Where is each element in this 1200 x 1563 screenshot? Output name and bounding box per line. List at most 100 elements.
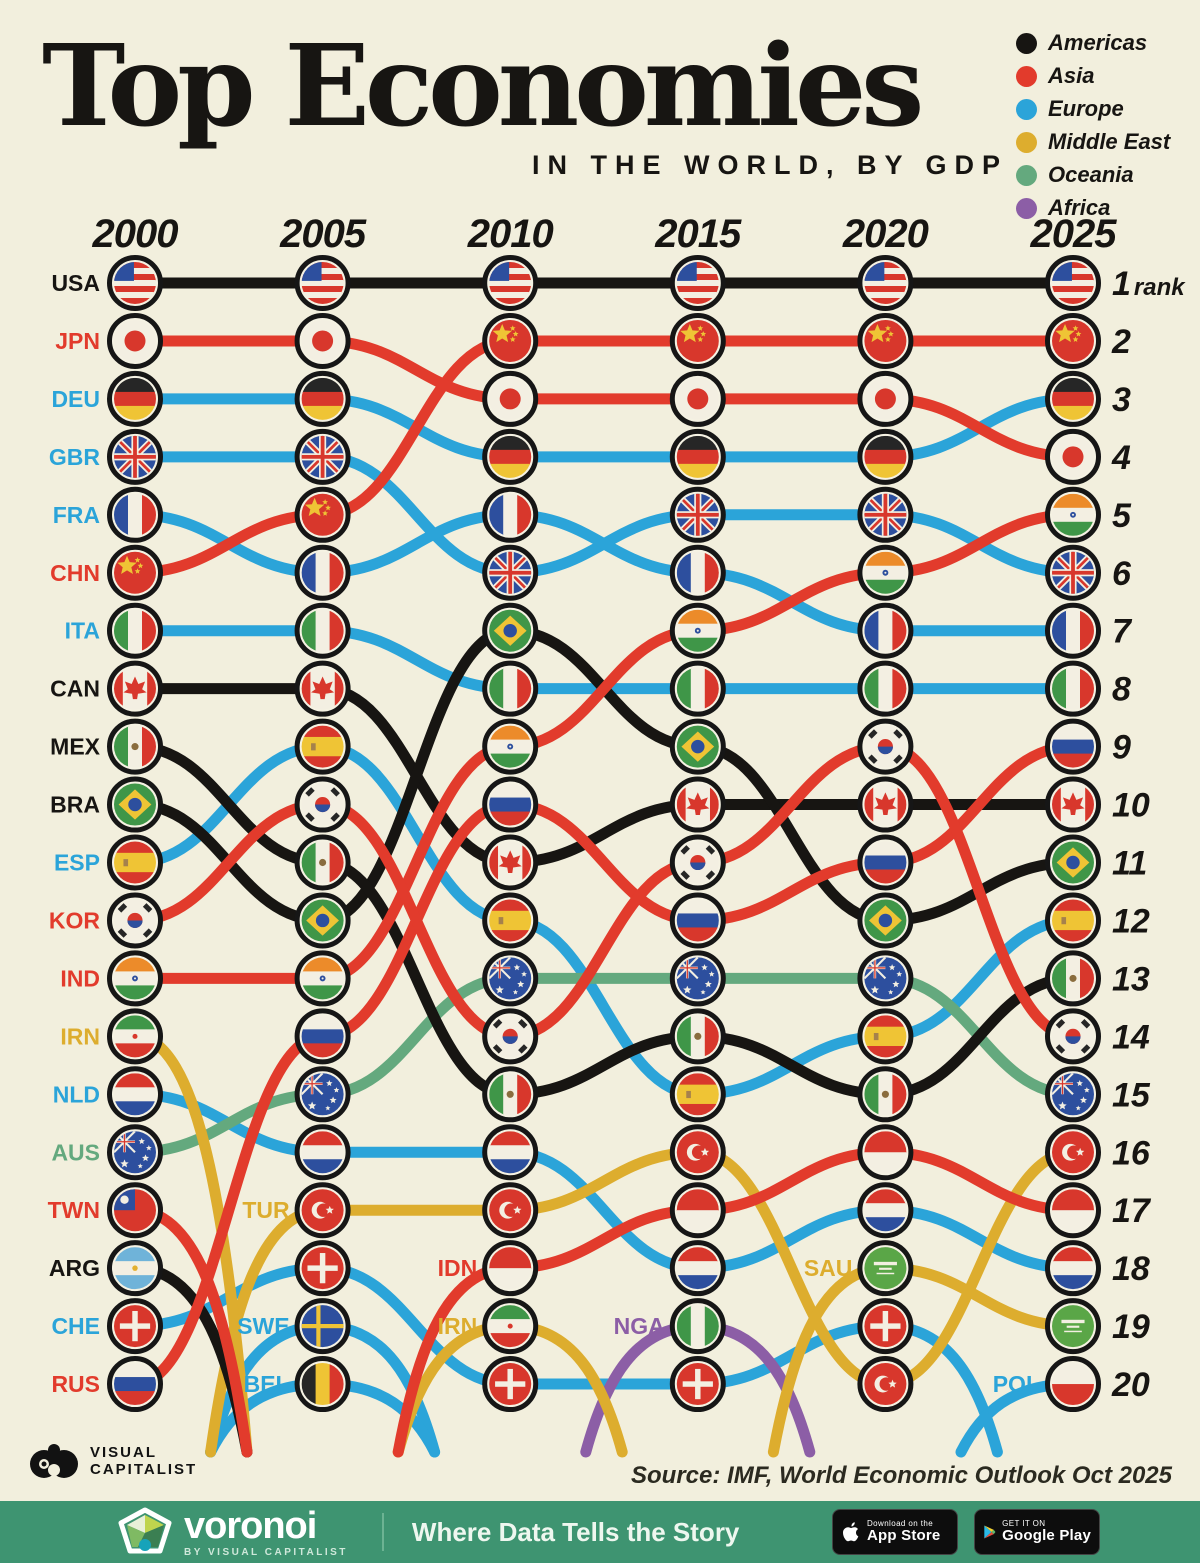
flag-node-MEX-2000 [107, 718, 163, 775]
flag-node-POL-2025 [1045, 1356, 1101, 1413]
MEX-flag-icon [676, 1015, 719, 1058]
rank-label-11: 11 [1112, 845, 1147, 883]
google-play-icon [984, 1525, 996, 1539]
footer-bar: voronoi BY VISUAL CAPITALIST Where Data … [0, 1501, 1200, 1563]
legend-dot-icon [1016, 65, 1037, 87]
flag-node-IND-2015 [669, 602, 726, 659]
CHN-flag-icon [489, 319, 532, 362]
RUS-flag-icon [114, 1363, 156, 1406]
country-label-CHE: CHE [51, 1313, 100, 1339]
flag-node-BRA-2010 [482, 602, 539, 659]
NLD-flag-icon [1052, 1247, 1094, 1290]
rank-label-6: 6 [1112, 555, 1132, 593]
legend-label: Asia [1048, 63, 1095, 88]
IRN-flag-icon [114, 1015, 156, 1058]
flag-node-ITA-2025 [1045, 660, 1101, 717]
voronoi-logo: voronoi BY VISUAL CAPITALIST [118, 1507, 348, 1558]
flag-node-ESP-2000 [107, 834, 163, 891]
DEU-flag-icon [301, 377, 344, 420]
page-title: Top Economies [42, 21, 924, 152]
CAN-flag-icon [114, 667, 156, 710]
flag-node-KOR-2020 [857, 718, 914, 775]
DEU-flag-icon [676, 435, 719, 478]
CHN-flag-icon [1052, 319, 1094, 362]
CAN-flag-icon [676, 783, 719, 826]
FRA-flag-icon [489, 493, 532, 536]
GBR-flag-icon [676, 493, 719, 536]
country-label-ESP: ESP [54, 850, 100, 876]
bump-line-IDN [504, 1146, 1079, 1274]
flag-node-JPN-2020 [857, 370, 914, 427]
flag-node-DEU-2010 [482, 428, 539, 485]
KOR-flag-icon [676, 841, 719, 884]
flag-node-DEU-2000 [107, 370, 163, 427]
IND-flag-icon [114, 957, 156, 1000]
CAN-flag-icon [864, 783, 907, 826]
country-label-USA: USA [51, 270, 100, 296]
IND-flag-icon [864, 551, 907, 594]
legend-item-americas: Americas [1016, 30, 1184, 56]
bump-lines [129, 277, 1079, 1458]
NLD-flag-icon [114, 1073, 156, 1116]
flag-node-KOR-2000 [107, 892, 163, 949]
flag-node-IND-2025 [1045, 486, 1101, 543]
country-label-ITA: ITA [65, 618, 100, 644]
KOR-flag-icon [489, 1015, 532, 1058]
CHE-flag-icon [301, 1247, 344, 1290]
flag-node-NLD-2025 [1045, 1240, 1101, 1297]
country-label-KOR: KOR [49, 907, 101, 933]
google-play-badge[interactable]: GET IT ON Google Play [974, 1509, 1100, 1555]
country-label-NLD: NLD [53, 1081, 100, 1107]
legend-item-africa: Africa [1016, 195, 1184, 221]
source-note: Source: IMF, World Economic Outlook Oct … [631, 1462, 1172, 1489]
flag-node-TUR-2025 [1045, 1124, 1101, 1181]
CAN-flag-icon [1052, 783, 1094, 826]
MEX-flag-icon [114, 725, 156, 768]
flag-node-ITA-2020 [857, 660, 914, 717]
MEX-flag-icon [301, 841, 344, 884]
flag-node-AUS-2000 [107, 1124, 163, 1181]
bump-line-MEX [129, 741, 1079, 1100]
legend-dot-icon [1016, 197, 1037, 219]
NGA-flag-icon [676, 1305, 719, 1348]
rank-label-4: 4 [1111, 439, 1131, 477]
app-store-badge[interactable]: Download on the App Store [832, 1509, 958, 1555]
ESP-flag-icon [864, 1015, 907, 1058]
rank-label-9: 9 [1112, 729, 1131, 767]
CAN-flag-icon [489, 841, 532, 884]
country-label-IND: IND [60, 965, 100, 991]
legend-item-oceania: Oceania [1016, 162, 1184, 188]
flag-node-JPN-2015 [669, 370, 726, 427]
BRA-flag-icon [1052, 841, 1094, 884]
BEL-flag-icon [301, 1363, 344, 1406]
BRA-flag-icon [301, 899, 344, 942]
BRA-flag-icon [114, 783, 156, 826]
flag-node-MEX-2020 [857, 1066, 914, 1123]
flag-node-FRA-2010 [482, 486, 539, 543]
flag-node-USA-2025 [1045, 255, 1101, 311]
flag-node-ESP-2015 [669, 1066, 726, 1123]
country-label-MEX: MEX [50, 734, 101, 760]
flag-node-CAN-2000 [107, 660, 163, 717]
TUR-flag-icon [864, 1363, 907, 1406]
bump-line-GBR [129, 451, 1079, 579]
flag-node-NLD-2015 [669, 1240, 726, 1297]
DEU-flag-icon [864, 435, 907, 478]
country-label-RUS: RUS [51, 1371, 100, 1397]
entry-label-IDN: IDN [438, 1255, 478, 1281]
voronoi-wordmark: voronoi [184, 1504, 317, 1547]
bump-line-ITA [129, 625, 1079, 695]
flag-node-TUR-2005 [294, 1182, 351, 1239]
country-label-DEU: DEU [51, 386, 100, 412]
MEX-flag-icon [864, 1073, 907, 1116]
legend-item-middle-east: Middle East [1016, 129, 1184, 155]
flag-node-TWN-2000 [107, 1182, 163, 1239]
country-label-GBR: GBR [49, 444, 101, 470]
TUR-flag-icon [1052, 1131, 1094, 1174]
rank-label-14: 14 [1112, 1018, 1150, 1056]
flag-node-USA-2015 [669, 255, 726, 311]
flag-node-FRA-2025 [1045, 602, 1101, 659]
FRA-flag-icon [114, 493, 156, 536]
rank-label-13: 13 [1112, 960, 1150, 998]
